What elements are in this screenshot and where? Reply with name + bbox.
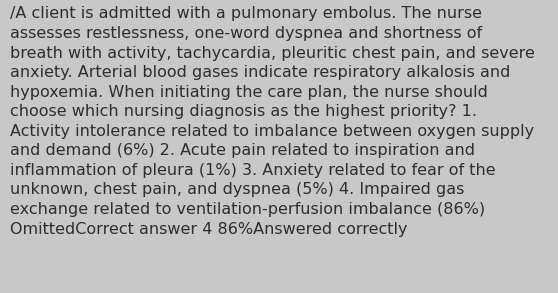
Text: /A client is admitted with a pulmonary embolus. The nurse
assesses restlessness,: /A client is admitted with a pulmonary e…: [10, 6, 535, 237]
